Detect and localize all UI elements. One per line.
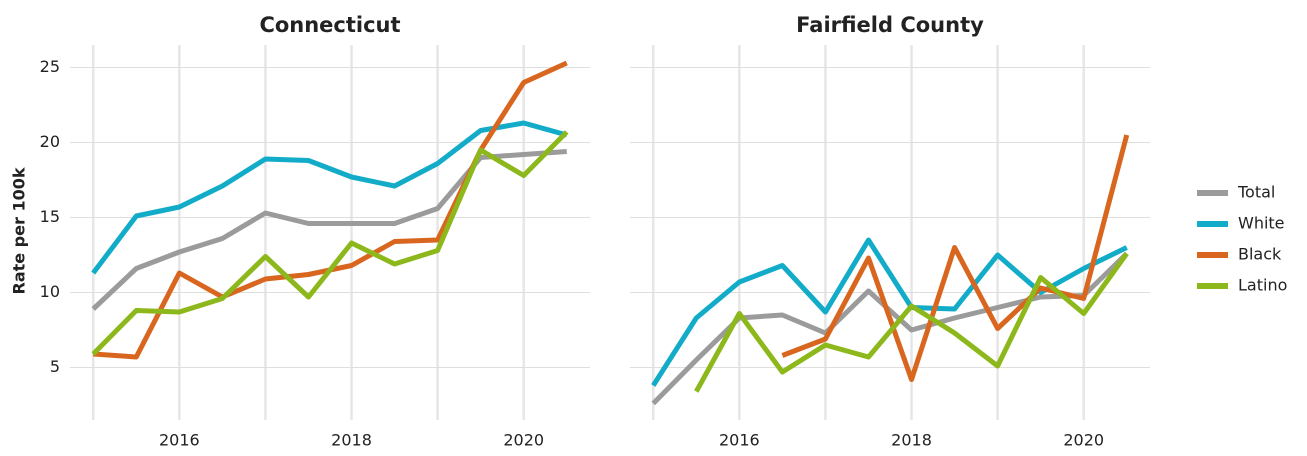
series-line <box>694 252 1129 393</box>
panel-title: Connecticut <box>259 13 400 37</box>
x-tick-label: 2016 <box>719 431 760 450</box>
x-tick-label: 2018 <box>331 431 372 450</box>
y-tick-label: 15 <box>40 207 60 226</box>
series-line <box>91 130 569 356</box>
x-tick-label: 2018 <box>891 431 932 450</box>
x-tick-label: 2020 <box>1063 431 1104 450</box>
x-tick-label: 2020 <box>503 431 544 450</box>
legend-label: Black <box>1238 245 1282 264</box>
legend-label: Latino <box>1238 276 1287 295</box>
series-line <box>781 134 1130 382</box>
y-tick-label: 20 <box>40 132 60 151</box>
series-line <box>91 149 567 311</box>
legend-label: Total <box>1237 183 1275 202</box>
legend-label: White <box>1238 214 1285 233</box>
y-tick-label: 10 <box>40 282 60 301</box>
y-tick-label: 5 <box>50 357 60 376</box>
y-axis-label: Rate per 100k <box>10 167 29 294</box>
series-line <box>91 120 568 275</box>
x-tick-label: 2016 <box>159 431 200 450</box>
panel-title: Fairfield County <box>796 13 984 37</box>
y-tick-label: 25 <box>40 57 60 76</box>
